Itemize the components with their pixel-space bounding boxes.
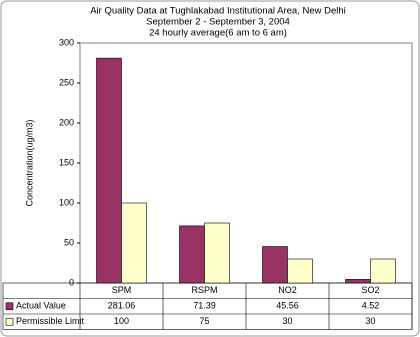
table-value: 75	[199, 316, 209, 326]
chart-title: Air Quality Data at Tughlakabad Institut…	[90, 6, 346, 17]
bar	[204, 222, 230, 284]
table-value: 30	[365, 316, 375, 326]
x-tick-label: SO2	[361, 285, 379, 295]
table-value: 71.39	[193, 301, 216, 311]
y-tick-label: 50	[64, 237, 74, 247]
x-tick-label: NO2	[278, 285, 297, 295]
bar	[96, 57, 122, 284]
chart-subtitle: September 2 - September 3, 2004	[146, 17, 290, 28]
y-tick-label: 300	[59, 37, 74, 47]
table-value: 45.56	[276, 301, 299, 311]
y-axis-label: Concentration(ug/m3)	[24, 119, 34, 206]
legend-swatch	[5, 317, 14, 326]
bar	[370, 258, 396, 284]
table-value: 4.52	[362, 301, 380, 311]
x-tick-label: SPM	[112, 285, 132, 295]
legend-label: Permissible Limit	[16, 316, 85, 326]
bar	[179, 225, 205, 284]
table-value: 281.06	[108, 301, 136, 311]
legend-swatch	[5, 302, 14, 311]
y-tick-label: 250	[59, 77, 74, 87]
bar	[287, 258, 313, 284]
bar	[262, 246, 288, 284]
y-tick-label: 100	[59, 197, 74, 207]
bar	[345, 279, 371, 284]
x-tick-label: RSPM	[191, 285, 217, 295]
bar	[121, 202, 147, 284]
y-tick-label: 200	[59, 117, 74, 127]
legend-label: Actual Value	[16, 301, 66, 311]
table-value: 30	[282, 316, 292, 326]
table-value: 100	[114, 316, 129, 326]
y-tick-label: 150	[59, 157, 74, 167]
chart-subtitle: 24 hourly average(6 am to 6 am)	[149, 28, 287, 39]
y-tick-label: 0	[69, 277, 74, 287]
